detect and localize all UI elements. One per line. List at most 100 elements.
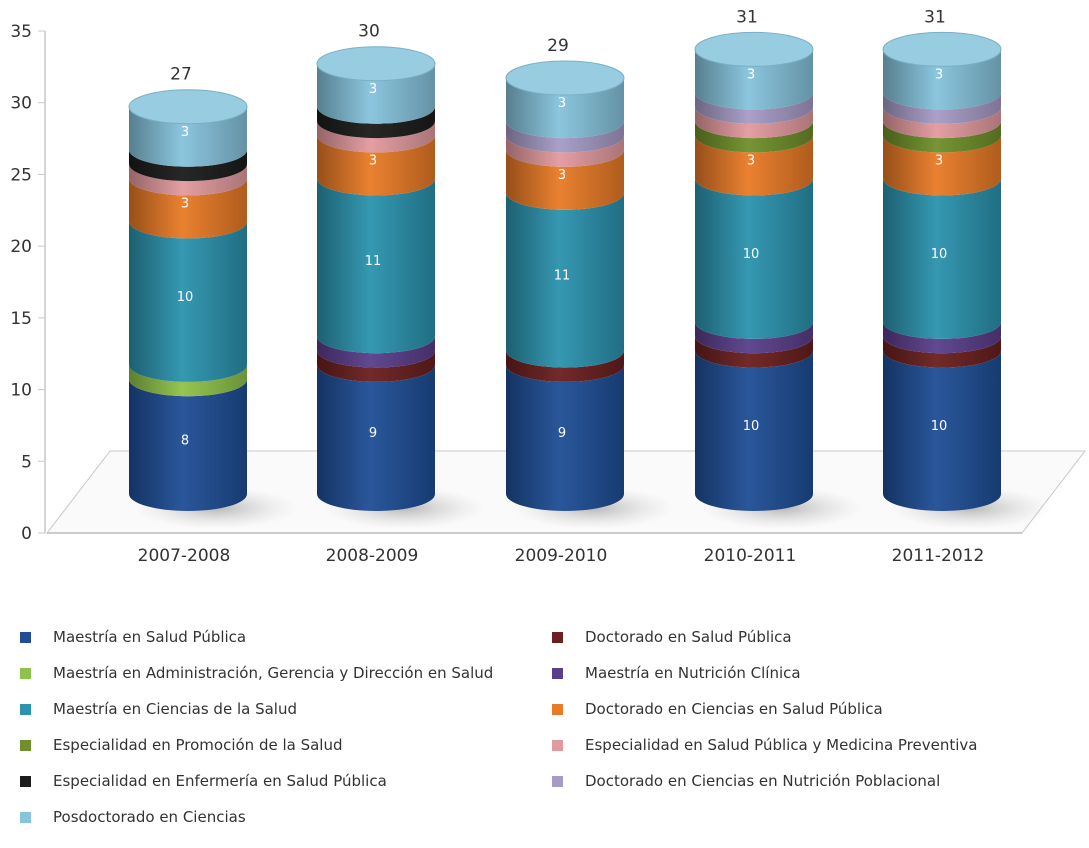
bar-top-cap	[505, 60, 625, 96]
legend-item: Especialidad en Salud Pública y Medicina…	[552, 736, 977, 754]
segment-value-label: 3	[558, 96, 566, 111]
bar-segment	[883, 350, 1001, 511]
bar-stack-2010-2011: 1011103111331	[694, 7, 863, 529]
legend-label: Doctorado en Ciencias en Salud Pública	[585, 700, 883, 718]
legend-item: Maestría en Salud Pública	[20, 628, 246, 646]
segment-value-label: 3	[747, 68, 755, 83]
bar-total-label: 27	[170, 65, 192, 85]
bar-stack-2011-2012: 1011103111331	[882, 7, 1051, 529]
bar-segment	[883, 106, 1001, 139]
bar-segment	[695, 350, 813, 511]
legend-label: Especialidad en Enfermería en Salud Públ…	[53, 772, 387, 790]
bar-segment	[129, 149, 247, 182]
bar-segment	[883, 92, 1001, 124]
bar-segment	[317, 121, 435, 153]
bar-segment	[129, 164, 247, 196]
bar-segment	[695, 135, 813, 196]
y-tick-label: 10	[10, 381, 32, 401]
bar-segment	[506, 135, 624, 167]
y-tick-label: 15	[10, 309, 32, 329]
x-tick-label: 2010-2011	[704, 546, 797, 566]
bar-top-cap	[128, 89, 248, 125]
bar-segment	[129, 364, 247, 397]
legend-swatch	[552, 631, 563, 643]
segment-value-label: 3	[935, 154, 943, 169]
legend-item: Especialidad en Promoción de la Salud	[20, 736, 343, 754]
x-tick-label: 2009-2010	[515, 546, 608, 566]
legend-label: Doctorado en Salud Pública	[585, 628, 792, 646]
bar-segment	[883, 121, 1001, 153]
bar-stack-2009-2010: 9111311329	[505, 36, 674, 529]
bar-total-label: 31	[736, 7, 758, 27]
bar-segment	[317, 135, 435, 196]
bar-segment	[317, 350, 435, 382]
segment-value-label: 3	[747, 154, 755, 169]
bar-segment	[317, 178, 435, 354]
legend-item: Posdoctorado en Ciencias	[20, 808, 246, 826]
legend-item: Doctorado en Ciencias en Salud Pública	[552, 700, 883, 718]
legend-swatch	[20, 703, 31, 715]
segment-value-label: 10	[743, 247, 760, 262]
segment-value-label: 3	[935, 68, 943, 83]
bar-segment	[883, 321, 1001, 354]
bar-top-cap	[882, 31, 1002, 67]
bar-total-label: 31	[924, 7, 946, 27]
legend-label: Posdoctorado en Ciencias	[53, 808, 246, 826]
bar-segment	[129, 379, 247, 511]
legend-label: Maestría en Administración, Gerencia y D…	[53, 664, 494, 682]
bar-segment	[695, 106, 813, 139]
bar-segment	[129, 178, 247, 239]
segment-value-label: 11	[365, 254, 382, 269]
y-tick-label: 30	[10, 94, 32, 114]
bar-segment	[506, 364, 624, 511]
legend-swatch	[552, 703, 563, 715]
legend-item: Maestría en Ciencias de la Salud	[20, 700, 297, 718]
bar-top-cap	[694, 31, 814, 67]
bars: 8110311327911113113309111311329101110311…	[128, 7, 1051, 529]
legend-swatch	[20, 631, 31, 643]
bar-segment	[695, 121, 813, 153]
bar-stack-2007-2008: 8110311327	[128, 65, 297, 529]
x-tick-label: 2008-2009	[326, 546, 419, 566]
bar-segment	[695, 178, 813, 339]
bar-segment	[883, 178, 1001, 339]
bar-total-label: 29	[547, 36, 569, 56]
legend-swatch	[20, 739, 31, 751]
legend-item: Doctorado en Salud Pública	[552, 628, 792, 646]
segment-value-label: 10	[931, 247, 948, 262]
legend-swatch	[20, 775, 31, 787]
bar-segment	[883, 336, 1001, 368]
segment-value-label: 10	[177, 290, 194, 305]
bar-segment	[317, 106, 435, 139]
y-tick-label: 20	[10, 237, 32, 257]
legend-item: Doctorado en Ciencias en Nutrición Pobla…	[552, 772, 940, 790]
segment-value-label: 8	[181, 433, 189, 448]
bar-segment	[506, 192, 624, 368]
segment-value-label: 9	[558, 426, 566, 441]
legend-label: Maestría en Salud Pública	[53, 628, 247, 646]
segment-value-label: 11	[554, 268, 571, 283]
segment-value-label: 3	[558, 168, 566, 183]
bar-total-label: 30	[358, 22, 380, 42]
segment-value-label: 10	[931, 419, 948, 434]
bar-segment	[317, 336, 435, 368]
legend-label: Doctorado en Ciencias en Nutrición Pobla…	[585, 772, 941, 790]
legend-label: Maestría en Nutrición Clínica	[585, 664, 801, 682]
bar-stack-2008-2009: 91111311330	[316, 22, 485, 529]
segment-value-label: 10	[743, 419, 760, 434]
bar-segment	[317, 364, 435, 511]
segment-value-label: 3	[369, 154, 377, 169]
legend-item: Maestría en Administración, Gerencia y D…	[20, 664, 493, 682]
bar-segment	[695, 92, 813, 124]
legend-swatch	[552, 775, 563, 787]
legend-item: Maestría en Nutrición Clínica	[552, 664, 801, 682]
legend-label: Especialidad en Promoción de la Salud	[53, 736, 343, 754]
segment-value-label: 3	[181, 197, 189, 212]
segment-value-label: 3	[369, 82, 377, 97]
bar-segment	[883, 135, 1001, 196]
bar-segment	[695, 321, 813, 354]
bar-top-cap	[316, 46, 436, 82]
x-tick-label: 2007-2008	[138, 546, 231, 566]
legend-label: Maestría en Ciencias de la Salud	[53, 700, 297, 718]
legend-swatch	[20, 811, 31, 823]
